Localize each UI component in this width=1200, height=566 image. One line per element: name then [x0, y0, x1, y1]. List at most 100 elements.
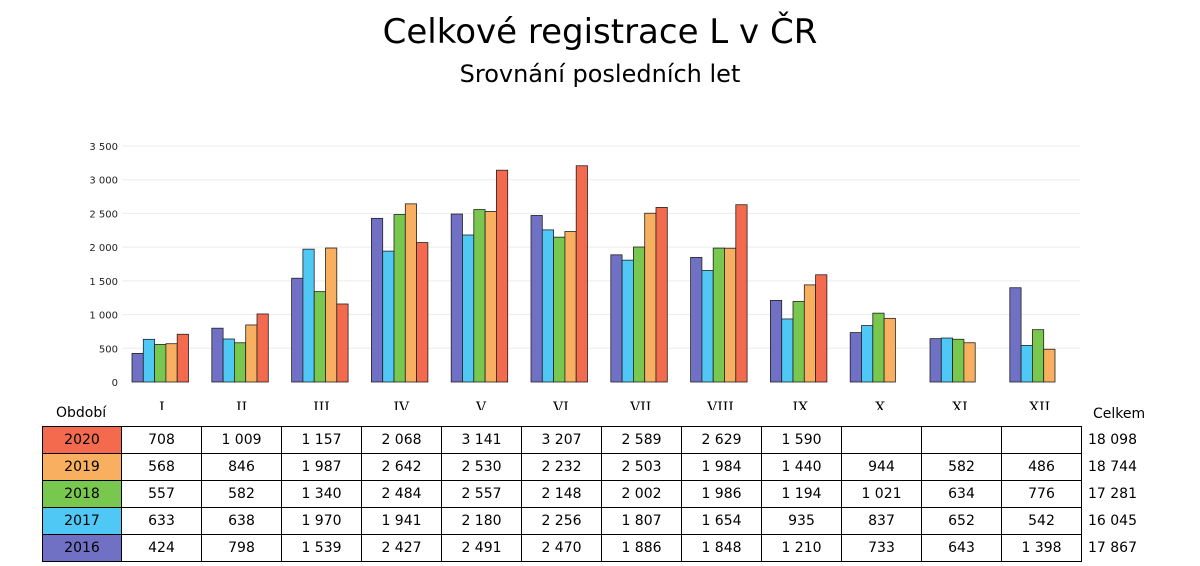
table-row: 2016 424 798 1 539 2 427 2 491 2 470 1 886 1 848…: [42, 534, 1151, 562]
table-cell: 643: [921, 534, 1002, 562]
table-cell: 1 009: [201, 426, 282, 454]
y-tick-label: 500: [99, 344, 118, 355]
bar-2016: [450, 213, 463, 383]
table-cell: 557: [121, 480, 202, 508]
bar-2020: [416, 242, 429, 383]
table-cell: 486: [1001, 453, 1082, 481]
bar-2016: [770, 300, 783, 383]
chart-title: Celkové registrace L v ČR: [382, 12, 818, 52]
bar-2019: [963, 342, 976, 383]
y-tick-label: 0: [112, 378, 118, 389]
x-tick-label: XII: [1029, 400, 1050, 410]
year-total: 18 744: [1088, 459, 1137, 475]
table-cell: 542: [1001, 507, 1082, 535]
bar-2018: [952, 338, 965, 383]
table-cell: 2 068: [361, 426, 442, 454]
table-cell: [921, 426, 1002, 454]
bar-2017: [940, 337, 953, 383]
table-cell: 1 941: [361, 507, 442, 535]
x-tick-label: VI: [552, 400, 569, 410]
table-cell: 633: [121, 507, 202, 535]
table-cell: 846: [201, 453, 282, 481]
bar-2016: [291, 277, 304, 383]
table-cell: 1 539: [281, 534, 362, 562]
bar-2018: [313, 291, 326, 383]
table-row: 2020 708 1 009 1 157 2 068 3 141 3 207 2 589 2 6…: [42, 426, 1151, 454]
bar-2016: [610, 254, 623, 383]
table-cell: 2 002: [601, 480, 682, 508]
bar-2017: [222, 338, 235, 383]
table-cell: 1 590: [761, 426, 842, 454]
table-cell: 2 256: [521, 507, 602, 535]
year-total: 18 098: [1088, 432, 1137, 448]
year-label: 2017: [42, 507, 122, 535]
bar-2018: [393, 214, 406, 383]
y-tick-label: 1 500: [89, 277, 118, 288]
table-cell: 944: [841, 453, 922, 481]
table-cell: 1 340: [281, 480, 362, 508]
bar-2017: [1020, 345, 1033, 383]
bar-2016: [929, 338, 942, 383]
table-cell: 424: [121, 534, 202, 562]
bar-2017: [861, 325, 874, 383]
data-table: 2020 708 1 009 1 157 2 068 3 141 3 207 2 589 2 6…: [42, 426, 1151, 562]
period-header: Období: [56, 405, 107, 421]
table-cell: 1 807: [601, 507, 682, 535]
bar-2019: [724, 247, 737, 383]
table-row: 2019 568 846 1 987 2 642 2 530 2 232 2 503 1 984…: [42, 453, 1151, 481]
table-cell: 1 848: [681, 534, 762, 562]
table-cell: 634: [921, 480, 1002, 508]
table-cell: 568: [121, 453, 202, 481]
bar-2017: [142, 338, 156, 383]
year-label: 2020: [42, 426, 122, 454]
x-tick-label: V: [475, 400, 487, 410]
table-cell: 2 484: [361, 480, 442, 508]
table-cell: 1 984: [681, 453, 762, 481]
bar-2018: [154, 344, 167, 383]
bar-2019: [245, 324, 258, 383]
bar-2016: [211, 327, 224, 383]
x-tick-label: VII: [629, 400, 651, 410]
bar-2017: [302, 248, 315, 383]
table-cell: 1 886: [601, 534, 682, 562]
x-tick-label: VIII: [706, 400, 734, 410]
table-cell: 582: [201, 480, 282, 508]
year-label: 2019: [42, 453, 122, 481]
table-cell: 1 398: [1001, 534, 1082, 562]
table-cell: 798: [201, 534, 282, 562]
table-cell: 2 557: [441, 480, 522, 508]
x-tick-label: IX: [793, 400, 809, 410]
table-cell: 733: [841, 534, 922, 562]
table-cell: 1 021: [841, 480, 922, 508]
bar-2020: [495, 169, 509, 383]
bar-2019: [644, 212, 657, 383]
table-cell: 1 986: [681, 480, 762, 508]
y-tick-label: 2 000: [89, 243, 118, 254]
bar-2018: [1032, 329, 1045, 383]
x-tick-label: III: [313, 400, 330, 410]
bar-2016: [690, 256, 703, 383]
bar-2020: [655, 207, 668, 383]
year-label: 2016: [42, 534, 122, 562]
table-cell: 2 491: [441, 534, 522, 562]
table-cell: 1 194: [761, 480, 842, 508]
table-cell: 1 654: [681, 507, 762, 535]
bar-2016: [131, 353, 144, 383]
table-cell: [1001, 426, 1082, 454]
bar-2019: [803, 284, 816, 383]
table-cell: 1 440: [761, 453, 842, 481]
bar-2016: [1009, 287, 1022, 383]
chart-subtitle: Srovnání posledních let: [459, 60, 741, 88]
table-cell: 3 141: [441, 426, 522, 454]
table-row: 2017 633 638 1 970 1 941 2 180 2 256 1 807 1 654…: [42, 507, 1151, 535]
bar-2017: [382, 250, 395, 383]
bar-2018: [633, 246, 646, 383]
y-tick-label: 1 000: [89, 311, 118, 322]
table-cell: 1 157: [281, 426, 362, 454]
bar-2019: [325, 247, 338, 383]
table-cell: 837: [841, 507, 922, 535]
bar-2020: [735, 204, 748, 383]
table-cell: [841, 426, 922, 454]
year-total: 17 867: [1088, 540, 1137, 556]
